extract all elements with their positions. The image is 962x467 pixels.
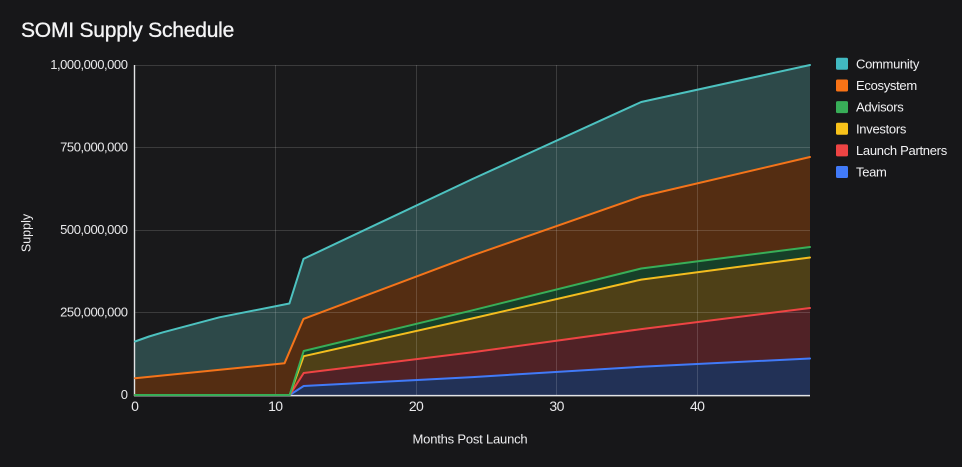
svg-text:Advisors: Advisors xyxy=(856,100,904,115)
svg-text:10: 10 xyxy=(268,398,283,414)
svg-text:Investors: Investors xyxy=(856,121,907,136)
svg-text:Community: Community xyxy=(856,56,920,71)
svg-text:Months Post Launch: Months Post Launch xyxy=(413,432,528,447)
svg-text:Supply: Supply xyxy=(20,213,34,252)
svg-text:30: 30 xyxy=(549,398,564,414)
svg-text:250,000,000: 250,000,000 xyxy=(60,305,128,320)
svg-text:Team: Team xyxy=(856,165,887,180)
svg-text:750,000,000: 750,000,000 xyxy=(60,140,128,155)
svg-text:1,000,000,000: 1,000,000,000 xyxy=(50,57,128,72)
svg-text:20: 20 xyxy=(409,398,424,414)
svg-text:Ecosystem: Ecosystem xyxy=(856,78,917,93)
svg-text:0: 0 xyxy=(121,387,128,402)
svg-text:Launch Partners: Launch Partners xyxy=(856,143,948,158)
svg-text:500,000,000: 500,000,000 xyxy=(60,222,128,237)
svg-text:0: 0 xyxy=(131,398,139,414)
svg-text:40: 40 xyxy=(690,398,705,414)
